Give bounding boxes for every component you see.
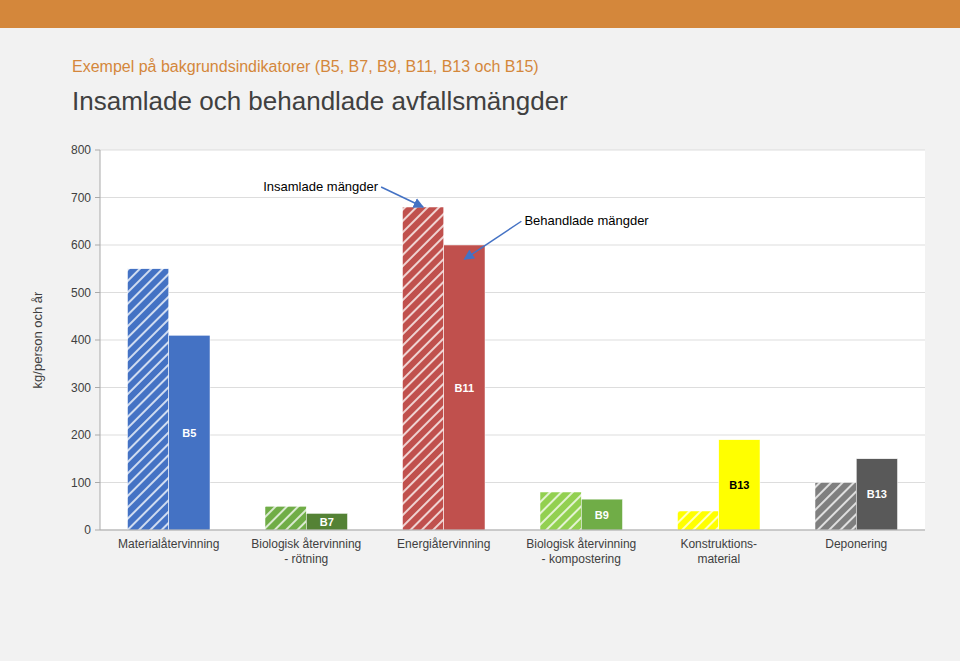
background [0, 0, 960, 661]
grid-line [100, 482, 925, 483]
title: Insamlade och behandlade avfallsmängder [72, 86, 568, 116]
grid-line [100, 435, 925, 436]
y-tick [95, 150, 100, 151]
x-tick-label: Energiåtervinning [397, 537, 490, 551]
y-tick-label: 100 [71, 476, 91, 490]
bar [540, 492, 581, 530]
y-tick [95, 530, 100, 531]
y-tick [95, 197, 100, 198]
bar [719, 440, 760, 530]
grid-line [100, 292, 925, 293]
grid-line [100, 530, 925, 531]
y-tick [95, 340, 100, 341]
y-tick [95, 245, 100, 246]
y-tick-label: 800 [71, 143, 91, 157]
y-axis-label: kg/person och år [30, 291, 45, 389]
grid [100, 150, 925, 530]
bar-label: B13 [867, 488, 887, 500]
bar [444, 245, 485, 530]
bar [265, 506, 306, 530]
bar-label: B11 [455, 382, 475, 394]
plot-area [100, 150, 925, 530]
y-tick-label: 400 [71, 333, 91, 347]
bar [403, 207, 444, 530]
x-tick-label: Biologisk återvinning- rötning [251, 537, 361, 566]
x-tick-label: Konstruktions-material [680, 537, 757, 566]
bar-label: B7 [320, 516, 334, 528]
y-axis [100, 150, 101, 530]
grid-line [100, 245, 925, 246]
y-tick-label: 300 [71, 381, 91, 395]
annotation: Behandlade mängder [524, 213, 649, 228]
grid-line [100, 340, 925, 341]
y-tick-label: 700 [71, 191, 91, 205]
x-tick-label: Biologisk återvinning- kompostering [526, 537, 636, 566]
bar [169, 335, 210, 530]
bar [581, 499, 622, 530]
annotation: Insamlade mängder [263, 179, 379, 194]
y-tick [95, 482, 100, 483]
bar [678, 511, 719, 530]
bar [306, 513, 347, 530]
grid-line [100, 387, 925, 388]
bar [856, 459, 897, 530]
y-tick-label: 500 [71, 286, 91, 300]
y-tick [95, 435, 100, 436]
bar [815, 483, 856, 531]
y-tick [95, 387, 100, 388]
subtitle: Exempel på bakgrundsindikatorer (B5, B7,… [72, 58, 539, 75]
bar-labels: B5 B7 B11 B9 B13 B13 [182, 382, 887, 528]
annotation-arrow [381, 187, 423, 207]
grid-line [100, 197, 925, 198]
grid-line [100, 150, 925, 151]
bar [128, 269, 169, 530]
x-tick-label: Deponering [825, 537, 887, 551]
y-tick-label: 0 [84, 523, 91, 537]
chart: Exempel på bakgrundsindikatorer (B5, B7,… [0, 0, 960, 661]
x-tick-label: Materialåtervinning [118, 537, 219, 551]
y-tick-label: 200 [71, 428, 91, 442]
annotation-arrow [464, 221, 521, 259]
bar-label: B9 [595, 509, 609, 521]
x-axis [100, 530, 925, 531]
y-tick-label: 600 [71, 238, 91, 252]
bars [128, 207, 898, 530]
bar-label: B5 [182, 427, 196, 439]
top-stripe [0, 0, 960, 28]
y-tick [95, 292, 100, 293]
bar-label: B13 [729, 479, 749, 491]
